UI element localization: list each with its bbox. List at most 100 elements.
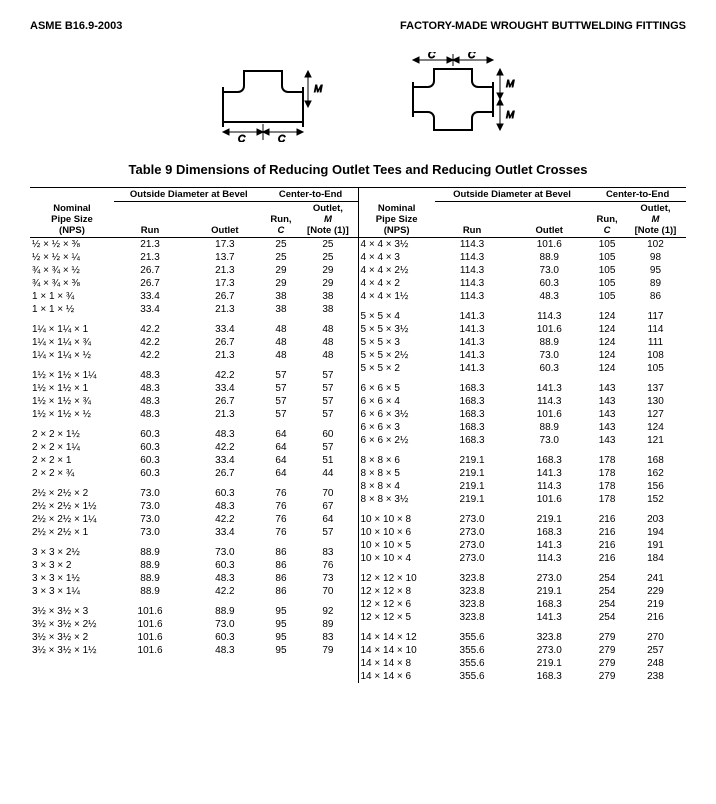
cell-nps: 12 × 12 × 8: [359, 585, 435, 598]
cell-outlet-od: 21.3: [186, 349, 264, 362]
cell-run-c: 64: [264, 467, 299, 480]
cell-run-od: 168.3: [435, 434, 509, 447]
cell-run-c: 105: [589, 238, 625, 252]
cell-outlet-m: 130: [625, 395, 686, 408]
svg-text:C: C: [238, 134, 246, 142]
table-row: 12 × 12 × 6323.8168.3254219: [359, 598, 687, 611]
cell-outlet-od: 101.6: [509, 238, 589, 252]
table-row: 2 × 2 × ¾60.326.76444: [30, 467, 358, 480]
cell-outlet-m: 137: [625, 375, 686, 395]
cell-run-c: 143: [589, 395, 625, 408]
table-row: 5 × 5 × 2141.360.3124105: [359, 362, 687, 375]
cell-nps: 4 × 4 × 2: [359, 277, 435, 290]
table-row: 6 × 6 × 3168.388.9143124: [359, 421, 687, 434]
table-row: ¾ × ¾ × ⅜26.717.32929: [30, 277, 358, 290]
cell-nps: 6 × 6 × 2½: [359, 434, 435, 447]
table-row: 2½ × 2½ × 273.060.37670: [30, 480, 358, 500]
cell-run-c: 64: [264, 454, 299, 467]
cell-run-od: 168.3: [435, 421, 509, 434]
table-row: 14 × 14 × 6355.6168.3279238: [359, 670, 687, 683]
cell-run-od: 88.9: [114, 559, 186, 572]
table-row: 2½ × 2½ × 1¼73.042.27664: [30, 513, 358, 526]
cell-outlet-m: 48: [298, 336, 357, 349]
cell-outlet-od: 48.3: [186, 572, 264, 585]
cell-outlet-od: 42.2: [186, 585, 264, 598]
cell-run-c: 105: [589, 290, 625, 303]
cell-outlet-od: 48.3: [186, 421, 264, 441]
page-header: ASME B16.9-2003 FACTORY-MADE WROUGHT BUT…: [30, 20, 686, 32]
cell-run-od: 60.3: [114, 467, 186, 480]
cell-run-od: 141.3: [435, 349, 509, 362]
cell-run-od: 26.7: [114, 264, 186, 277]
cell-run-od: 42.2: [114, 316, 186, 336]
cell-run-c: 143: [589, 408, 625, 421]
cell-nps: 14 × 14 × 8: [359, 657, 435, 670]
cell-outlet-od: 141.3: [509, 611, 589, 624]
cell-nps: 5 × 5 × 3½: [359, 323, 435, 336]
col-cte-group: Center-to-End: [589, 188, 686, 202]
cell-run-c: 48: [264, 336, 299, 349]
cell-run-c: 38: [264, 303, 299, 316]
cell-run-c: 95: [264, 618, 299, 631]
cell-run-od: 88.9: [114, 572, 186, 585]
table-row: 4 × 4 × 2½114.373.010595: [359, 264, 687, 277]
cell-outlet-m: 162: [625, 467, 686, 480]
cell-outlet-m: 73: [298, 572, 357, 585]
cell-nps: 12 × 12 × 10: [359, 565, 435, 585]
cell-outlet-od: 219.1: [509, 506, 589, 526]
cell-outlet-m: 105: [625, 362, 686, 375]
cell-outlet-od: 88.9: [186, 598, 264, 618]
cell-run-c: 216: [589, 539, 625, 552]
cell-outlet-od: 73.0: [186, 539, 264, 559]
cell-outlet-od: 273.0: [509, 644, 589, 657]
cell-outlet-od: 101.6: [509, 408, 589, 421]
cell-run-c: 178: [589, 480, 625, 493]
cell-outlet-m: 29: [298, 264, 357, 277]
cell-run-c: 124: [589, 336, 625, 349]
cell-run-c: 29: [264, 277, 299, 290]
cell-nps: 2½ × 2½ × 1¼: [30, 513, 114, 526]
cell-run-c: 254: [589, 565, 625, 585]
table-row: 3 × 3 × 2½88.973.08683: [30, 539, 358, 559]
cell-run-od: 141.3: [435, 362, 509, 375]
cell-run-c: 254: [589, 598, 625, 611]
cell-run-od: 355.6: [435, 644, 509, 657]
cell-outlet-od: 21.3: [186, 303, 264, 316]
cell-outlet-od: 17.3: [186, 238, 264, 252]
cell-outlet-od: 33.4: [186, 526, 264, 539]
cell-run-c: 254: [589, 611, 625, 624]
cell-run-od: 26.7: [114, 277, 186, 290]
cell-run-od: 88.9: [114, 539, 186, 559]
table-row: 12 × 12 × 5323.8141.3254216: [359, 611, 687, 624]
cell-run-od: 141.3: [435, 336, 509, 349]
cell-nps: ¾ × ¾ × ½: [30, 264, 114, 277]
cell-run-c: 76: [264, 500, 299, 513]
cell-run-c: 76: [264, 526, 299, 539]
cell-run-c: 29: [264, 264, 299, 277]
cell-nps: 2½ × 2½ × 1½: [30, 500, 114, 513]
cell-outlet-m: 168: [625, 447, 686, 467]
table-row: 1 × 1 × ½33.421.33838: [30, 303, 358, 316]
table-row: 10 × 10 × 4273.0114.3216184: [359, 552, 687, 565]
cell-outlet-od: 33.4: [186, 382, 264, 395]
col-outlet-m: Outlet,M[Note (1)]: [298, 202, 357, 238]
cell-outlet-m: 248: [625, 657, 686, 670]
cell-outlet-od: 17.3: [186, 277, 264, 290]
cell-outlet-m: 108: [625, 349, 686, 362]
cell-outlet-od: 73.0: [509, 434, 589, 447]
cell-outlet-m: 152: [625, 493, 686, 506]
cell-run-od: 42.2: [114, 349, 186, 362]
cell-run-c: 57: [264, 382, 299, 395]
cell-nps: 2½ × 2½ × 1: [30, 526, 114, 539]
table-row: 1½ × 1½ × ¾48.326.75757: [30, 395, 358, 408]
cell-run-od: 355.6: [435, 624, 509, 644]
cell-nps: 1½ × 1½ × ½: [30, 408, 114, 421]
cell-nps: 8 × 8 × 6: [359, 447, 435, 467]
table-row: 3½ × 3½ × 2½101.673.09589: [30, 618, 358, 631]
table-wrapper: NominalPipe Size(NPS) Outside Diameter a…: [30, 187, 686, 683]
cell-run-c: 25: [264, 251, 299, 264]
cell-outlet-m: 92: [298, 598, 357, 618]
cell-run-od: 73.0: [114, 480, 186, 500]
table-row: 5 × 5 × 2½141.373.0124108: [359, 349, 687, 362]
cell-run-od: 101.6: [114, 598, 186, 618]
